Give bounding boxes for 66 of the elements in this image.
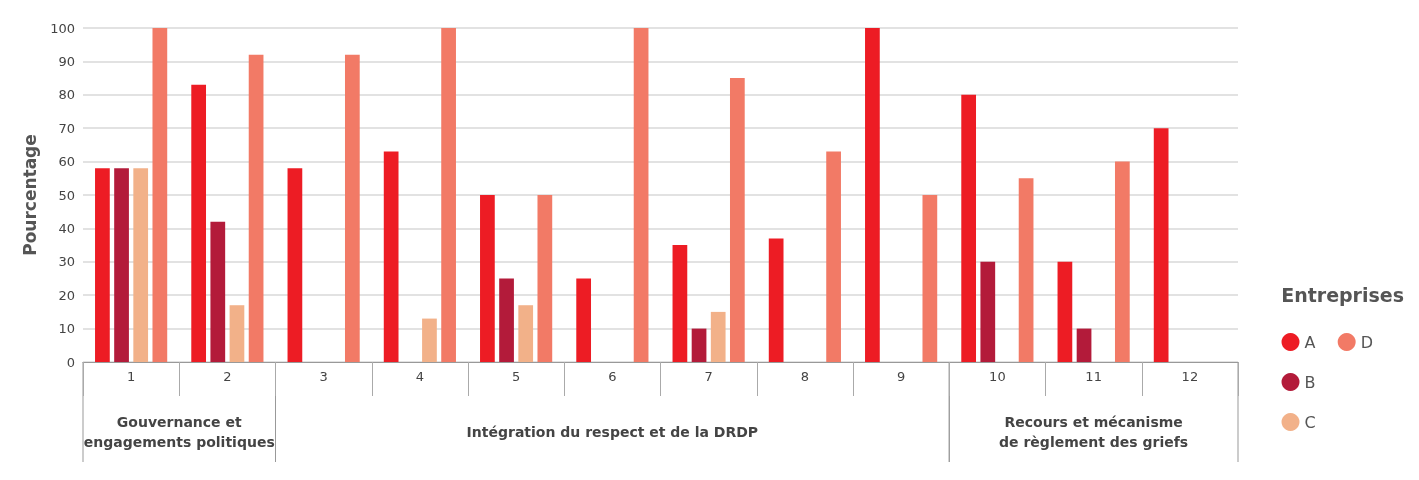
bar [537,195,553,362]
y-tick-label: 90 [58,53,75,69]
y-tick-label: 60 [58,154,75,170]
x-tick-label: 10 [989,369,1006,384]
x-tick-label: 1 [126,369,136,384]
x-tick-label: 9 [896,369,906,384]
bar [344,54,360,362]
bar [1057,261,1073,362]
text: Intégration du respect et de la DRDP [466,424,759,440]
y-axis-title: Pourcentage [19,134,40,256]
bar [518,305,534,362]
bar [1114,161,1130,362]
bar [826,151,841,362]
bar [422,318,437,362]
bar [114,168,129,362]
x-tick-label: 5 [511,369,521,384]
bar [383,151,399,362]
bar [191,84,207,362]
text: Recours et mécanisme de règlement des griefs [999,414,1189,450]
bar [865,28,880,362]
bar [210,221,226,362]
x-tick-label: 12 [1181,369,1199,384]
bar [1018,178,1034,362]
y-tick-label: 30 [58,254,75,270]
x-tick-label: 2 [223,369,232,384]
bar [441,28,456,362]
y-tick-label: 80 [58,87,75,103]
bar [576,278,592,362]
bar [633,28,649,362]
bar [248,54,264,362]
bar [729,78,745,362]
y-tick-label: 10 [58,321,75,337]
legend-label: A [1304,332,1316,352]
text: Gouvernance et engagements politiques [83,414,275,450]
bar [710,311,726,362]
bar [133,168,149,362]
y-tick-label: 100 [50,20,75,36]
bar [1153,128,1169,362]
bar [980,261,996,362]
bar [768,238,784,362]
y-tick-label: 20 [58,287,75,303]
bar [1076,328,1092,362]
bar [499,278,514,362]
y-tick-label: 50 [58,187,75,203]
bar [672,245,688,362]
x-tick-label: 6 [608,369,617,384]
legend-title: Entreprises [1281,283,1405,306]
y-tick-label: 70 [58,120,75,136]
bar [95,168,110,362]
y-tick-label: 0 [66,354,75,370]
legend-label: D [1360,332,1374,352]
bar [922,195,938,362]
bar [287,168,303,362]
x-tick-label: 3 [319,369,328,384]
bar [229,305,245,362]
legend-label: C [1304,412,1316,432]
bar [152,28,168,362]
legend-label: B [1304,372,1316,392]
x-tick-label: 11 [1085,369,1102,384]
bar [480,195,495,362]
bar [961,94,977,362]
y-tick-label: 40 [58,220,75,236]
x-tick-label: 8 [800,369,810,384]
x-tick-label: 4 [415,369,425,384]
bar [691,328,707,362]
x-tick-label: 7 [704,369,713,384]
